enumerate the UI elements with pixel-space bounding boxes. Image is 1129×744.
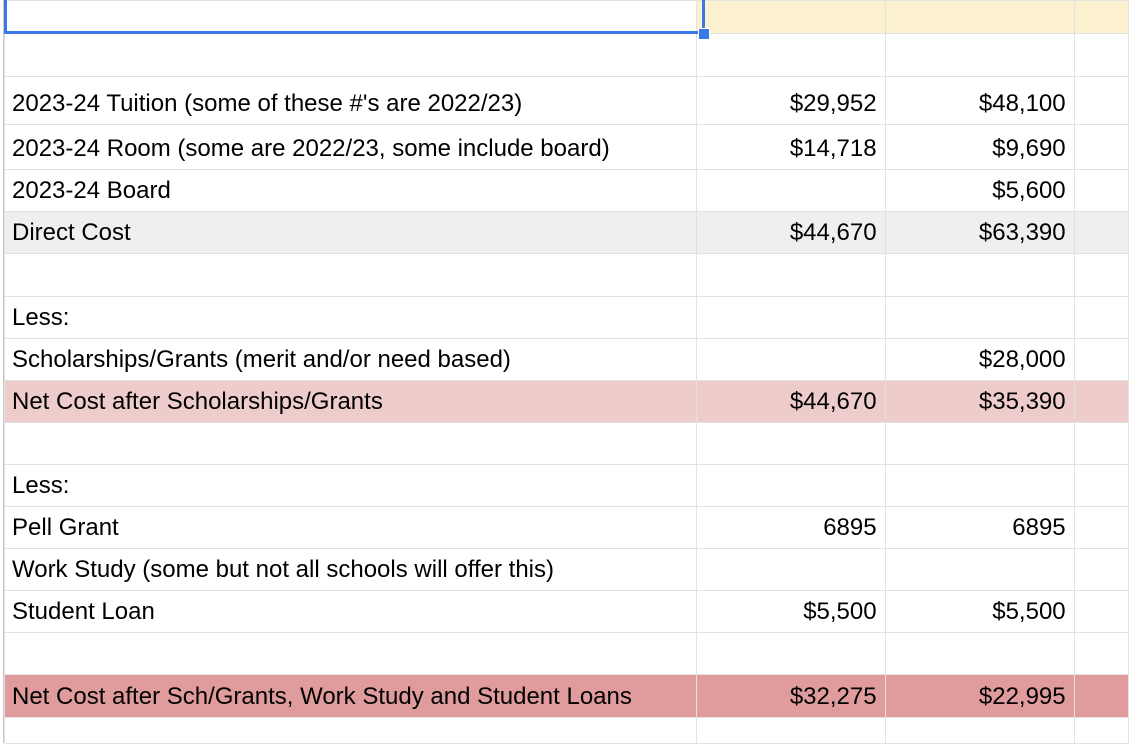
cell-value-b[interactable] [695, 548, 886, 591]
cell-value-c[interactable]: 6895 [884, 506, 1075, 549]
cell-value-b[interactable] [695, 253, 886, 297]
cell-value-b[interactable] [695, 33, 886, 77]
cell-value-b[interactable] [695, 169, 886, 212]
cell-label[interactable]: Direct Cost [4, 211, 697, 254]
table-row [4, 253, 1129, 297]
table-row: 2023-24 Room (some are 2022/23, some inc… [4, 124, 1129, 170]
table-row: Less: [4, 464, 1129, 507]
table-row [4, 0, 1129, 34]
cell-label[interactable]: Less: [4, 296, 697, 339]
table-row: 2023-24 Tuition (some of these #'s are 2… [4, 76, 1129, 125]
cell-value-c[interactable] [884, 632, 1075, 675]
cell-empty-d[interactable] [1073, 253, 1129, 297]
table-row: Direct Cost $44,670 $63,390 [4, 211, 1129, 254]
cell-value-c[interactable] [884, 0, 1075, 34]
cell-value-b[interactable] [695, 632, 886, 675]
cell-value-b[interactable] [695, 717, 886, 744]
table-row [4, 717, 1129, 744]
cell-label[interactable]: 2023-24 Room (some are 2022/23, some inc… [4, 124, 697, 170]
table-row [4, 422, 1129, 465]
cell-empty-d[interactable] [1073, 674, 1129, 718]
cell-label[interactable]: Net Cost after Scholarships/Grants [4, 380, 697, 423]
cell-label[interactable]: Net Cost after Sch/Grants, Work Study an… [4, 674, 697, 718]
cell-empty-d[interactable] [1073, 590, 1129, 633]
cell-empty-d[interactable] [1073, 0, 1129, 34]
table-row: Less: [4, 296, 1129, 339]
cell-label[interactable]: Pell Grant [4, 506, 697, 549]
cell-empty-d[interactable] [1073, 464, 1129, 507]
table-row [4, 632, 1129, 675]
cell-value-b[interactable]: $32,275 [695, 674, 886, 718]
cell-label[interactable]: Less: [4, 464, 697, 507]
cell-value-c[interactable] [884, 253, 1075, 297]
row-header-edge [0, 0, 4, 743]
cell-label[interactable]: 2023-24 Tuition (some of these #'s are 2… [4, 76, 697, 125]
table-row: Work Study (some but not all schools wil… [4, 548, 1129, 591]
cell-value-c[interactable]: $5,500 [884, 590, 1075, 633]
table-row: Student Loan $5,500 $5,500 [4, 590, 1129, 633]
cell-value-b[interactable]: $29,952 [695, 76, 886, 125]
cell-value-b[interactable]: $14,718 [695, 124, 886, 170]
table-row: 2023-24 Board $5,600 [4, 169, 1129, 212]
cell-value-c[interactable]: $9,690 [884, 124, 1075, 170]
cell-label[interactable]: Scholarships/Grants (merit and/or need b… [4, 338, 697, 381]
cell-empty-d[interactable] [1073, 76, 1129, 125]
table-row: Pell Grant 6895 6895 [4, 506, 1129, 549]
spreadsheet-grid: 2023-24 Tuition (some of these #'s are 2… [4, 0, 1129, 744]
cell-value-c[interactable]: $63,390 [884, 211, 1075, 254]
table-row [4, 33, 1129, 77]
cell-label[interactable] [4, 717, 697, 744]
cell-value-c[interactable] [884, 464, 1075, 507]
cell-label[interactable] [4, 0, 697, 34]
cell-label[interactable] [4, 253, 697, 297]
cell-label[interactable] [4, 422, 697, 465]
cell-value-b[interactable] [695, 296, 886, 339]
cell-value-c[interactable] [884, 422, 1075, 465]
cell-value-b[interactable]: $5,500 [695, 590, 886, 633]
cell-value-b[interactable]: $44,670 [695, 211, 886, 254]
cell-value-b[interactable] [695, 464, 886, 507]
cell-value-b[interactable] [695, 338, 886, 381]
fill-handle[interactable] [698, 28, 710, 40]
cell-value-b[interactable]: 6895 [695, 506, 886, 549]
table-row: Net Cost after Scholarships/Grants $44,67… [4, 380, 1129, 423]
cell-empty-d[interactable] [1073, 548, 1129, 591]
cell-value-c[interactable]: $48,100 [884, 76, 1075, 125]
cell-value-b[interactable] [695, 422, 886, 465]
cell-label[interactable] [4, 33, 697, 77]
cell-value-c[interactable] [884, 33, 1075, 77]
cell-label[interactable]: Student Loan [4, 590, 697, 633]
cell-empty-d[interactable] [1073, 632, 1129, 675]
cell-label[interactable] [4, 632, 697, 675]
cell-empty-d[interactable] [1073, 506, 1129, 549]
cell-label[interactable]: 2023-24 Board [4, 169, 697, 212]
cell-value-c[interactable]: $35,390 [884, 380, 1075, 423]
cell-value-c[interactable]: $5,600 [884, 169, 1075, 212]
cell-empty-d[interactable] [1073, 422, 1129, 465]
cell-empty-d[interactable] [1073, 296, 1129, 339]
cell-value-c[interactable]: $22,995 [884, 674, 1075, 718]
cell-label[interactable]: Work Study (some but not all schools wil… [4, 548, 697, 591]
table-row: Net Cost after Sch/Grants, Work Study an… [4, 674, 1129, 718]
table-row: Scholarships/Grants (merit and/or need b… [4, 338, 1129, 381]
cell-empty-d[interactable] [1073, 169, 1129, 212]
cell-value-b[interactable]: $44,670 [695, 380, 886, 423]
cell-value-c[interactable] [884, 296, 1075, 339]
cell-value-c[interactable] [884, 717, 1075, 744]
cell-empty-d[interactable] [1073, 124, 1129, 170]
cell-empty-d[interactable] [1073, 338, 1129, 381]
cell-value-c[interactable] [884, 548, 1075, 591]
cell-empty-d[interactable] [1073, 211, 1129, 254]
cell-empty-d[interactable] [1073, 33, 1129, 77]
cell-value-c[interactable]: $28,000 [884, 338, 1075, 381]
cell-empty-d[interactable] [1073, 717, 1129, 744]
cell-empty-d[interactable] [1073, 380, 1129, 423]
cell-value-b[interactable] [695, 0, 886, 34]
